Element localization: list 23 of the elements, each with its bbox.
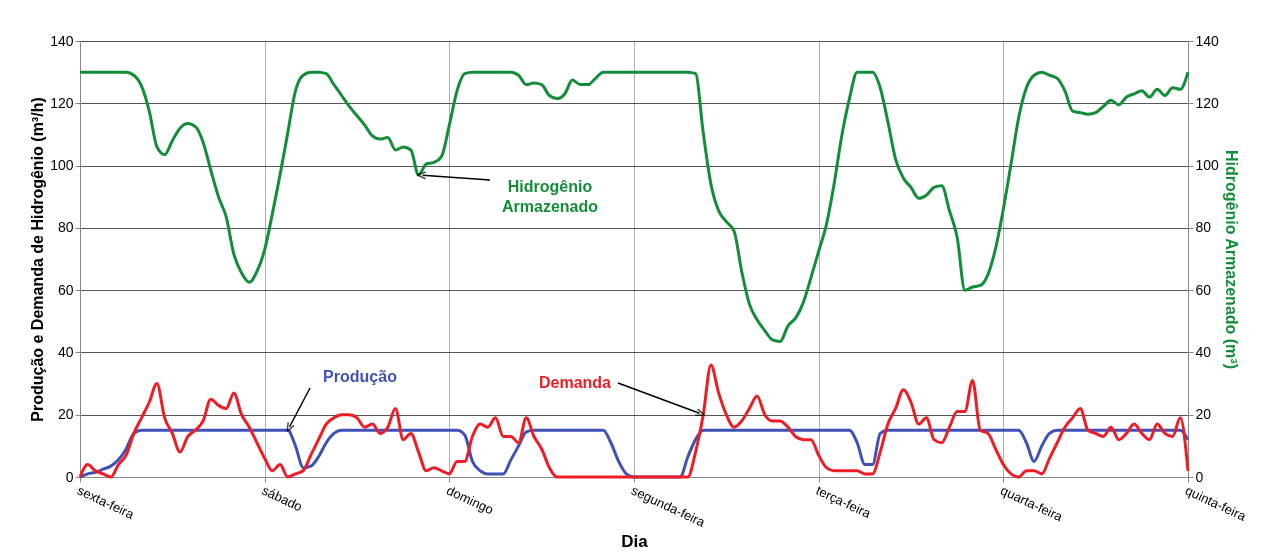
series-label: Demanda	[538, 374, 612, 391]
text: Produção	[323, 368, 398, 385]
y-tick-label: 0	[65, 468, 74, 485]
y-tick-label: 140	[50, 32, 74, 49]
line-series	[78, 70, 1190, 344]
y2-tick-label: 20	[1195, 406, 1212, 423]
y2-axis-title: Hidrogênio Armazenado (m³)	[1222, 150, 1240, 369]
y-tick-label: 100	[50, 157, 74, 174]
y-tick-label: 40	[57, 343, 74, 360]
x-axis-title: Dia	[621, 531, 649, 551]
y2-tick-label: 100	[1195, 157, 1220, 174]
y2-tick-label: 60	[1195, 281, 1212, 298]
y-tick-label: 20	[57, 406, 74, 423]
y-tick-label: 80	[57, 219, 74, 236]
y2-tick-label: 40	[1195, 343, 1212, 360]
y2-tick-label: 80	[1195, 219, 1212, 236]
y-tick-label: 60	[57, 281, 74, 298]
y2-tick-label: 0	[1195, 468, 1204, 485]
legend-label: Hidrogênio Armazenado	[501, 178, 599, 215]
y2-tick-label: 120	[1195, 94, 1220, 111]
y-axis-title: Produção e Demanda de Hidrogênio (m³/h)	[29, 97, 47, 422]
y2-tick-label: 140	[1195, 32, 1220, 49]
y-tick-label: 120	[50, 94, 74, 111]
